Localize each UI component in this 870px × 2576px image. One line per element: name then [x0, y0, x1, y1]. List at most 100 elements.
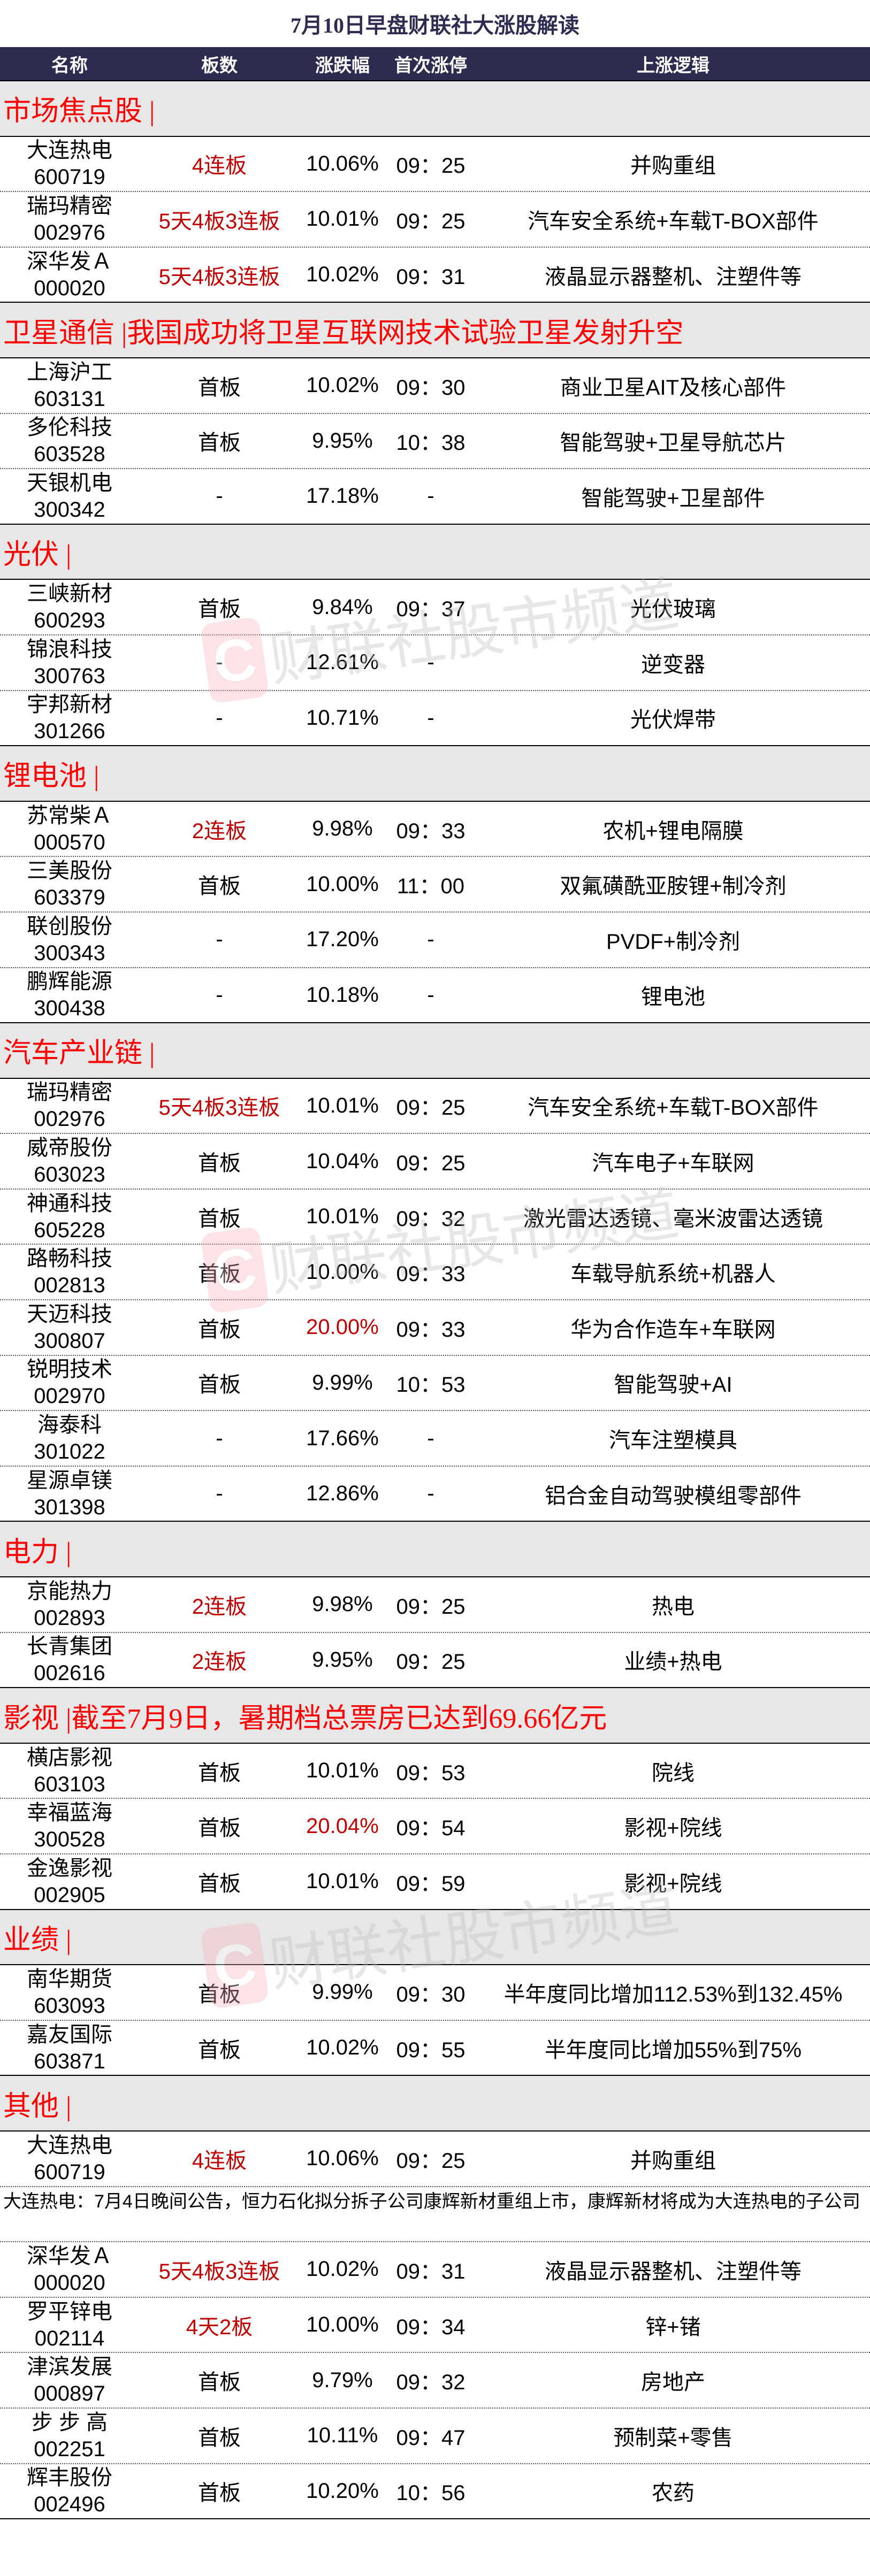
stock-code: 603131: [34, 387, 105, 411]
section-header: 汽车产业链 |: [0, 1023, 870, 1079]
board-count: -: [216, 484, 223, 508]
rise-logic: 农药: [652, 2481, 695, 2505]
stock-table: 市场焦点股 | 大连热电 600719 4连板 10.06% 09：25 并购重组 瑞玛精密 0…: [0, 81, 870, 2520]
board-count: 首板: [198, 1872, 241, 1896]
stock-name: 长青集团: [27, 1635, 112, 1659]
table-row: 大连热电 600719 4连板 10.06% 09：25 并购重组: [0, 137, 870, 193]
first-limit-time: 09：25: [396, 2149, 465, 2173]
stock-name-cell: 金逸影视 002905: [0, 1855, 139, 1908]
board-count: 4连板: [192, 154, 247, 178]
board-count: -: [216, 650, 223, 674]
stock-name: 瑞玛精密: [27, 194, 112, 218]
board-count: 4天2板: [186, 2315, 253, 2339]
rise-logic: 锌+锗: [645, 2315, 701, 2339]
stock-code: 002251: [34, 2437, 105, 2461]
board-count: 5天4板3连板: [158, 265, 280, 289]
change-percent: 9.84%: [312, 595, 373, 619]
first-limit-time: -: [427, 706, 434, 730]
stock-name: 天迈科技: [27, 1302, 112, 1326]
rise-logic: 光伏焊带: [630, 708, 716, 732]
change-percent: 20.00%: [306, 1315, 379, 1339]
section-header: 卫星通信 |我国成功将卫星互联网技术试验卫星发射升空: [0, 303, 870, 358]
stock-name: 金逸影视: [27, 1856, 112, 1880]
stock-name-cell: 天迈科技 300807: [0, 1301, 139, 1354]
change-percent: 10.00%: [306, 872, 379, 896]
stock-code: 603103: [34, 1772, 105, 1796]
stock-code: 002616: [34, 1661, 105, 1685]
stock-name-cell: 宇邦新材 301266: [0, 691, 139, 745]
rise-logic: 汽车安全系统+车载T-BOX部件: [528, 209, 819, 233]
stock-name: 神通科技: [27, 1191, 112, 1215]
table-row: 深华发Ａ 000020 5天4板3连板 10.02% 09：31 液晶显示器整机、注塑件等: [0, 248, 870, 303]
first-limit-time: 09：34: [396, 2315, 465, 2339]
change-percent: 10.06%: [306, 151, 379, 175]
change-percent: 10.18%: [306, 983, 379, 1007]
first-limit-time: 09：59: [396, 1872, 465, 1896]
first-limit-time: 11：00: [396, 875, 464, 899]
stock-name: 鹏辉能源: [27, 970, 112, 994]
first-limit-time: -: [427, 650, 434, 674]
column-header-name: 名称: [51, 55, 88, 76]
change-percent: 10.01%: [306, 1205, 379, 1229]
first-limit-time: 10：56: [396, 2481, 465, 2505]
board-count: 首板: [198, 2371, 241, 2395]
stock-name: 辉丰股份: [27, 2466, 112, 2490]
first-limit-time: 09：31: [396, 265, 465, 289]
stock-name-cell: 苏常柴Ａ 000570: [0, 802, 139, 856]
change-percent: 10.71%: [306, 706, 379, 730]
board-count: 首板: [198, 1982, 241, 2006]
change-percent: 10.01%: [306, 207, 379, 231]
board-count: 首板: [198, 875, 241, 899]
stock-name: 苏常柴Ａ: [27, 803, 112, 827]
first-limit-time: 09：32: [396, 1207, 465, 1231]
column-header-pct: 涨跌幅: [315, 55, 370, 76]
stock-code: 002496: [34, 2493, 105, 2517]
table-row: 津滨发展 000897 首板 9.79% 09：32 房地产: [0, 2353, 870, 2409]
stock-name: 大连热电: [27, 139, 112, 163]
stock-name: 宇邦新材: [27, 693, 112, 717]
change-percent: 10.00%: [306, 2313, 379, 2337]
board-count: 5天4板3连板: [158, 2259, 280, 2283]
change-percent: 10.01%: [306, 1093, 379, 1117]
stock-code: 002976: [34, 1107, 105, 1131]
first-limit-time: 09：25: [396, 209, 465, 233]
board-count: 5天4板3连板: [158, 1096, 280, 1120]
board-count: 首板: [198, 1262, 241, 1286]
change-percent: 10.02%: [306, 2257, 379, 2281]
change-percent: 10.02%: [306, 263, 379, 287]
rise-logic: 业绩+热电: [624, 1650, 722, 1674]
stock-name: 路畅科技: [27, 1247, 112, 1271]
rise-logic: 华为合作造车+车联网: [570, 1317, 776, 1341]
stock-name-cell: 瑞玛精密 002976: [0, 1079, 139, 1132]
stock-code: 002905: [34, 1883, 105, 1907]
stock-name: 嘉友国际: [27, 2022, 112, 2046]
stock-name: 联创股份: [27, 914, 112, 938]
stock-code: 002976: [34, 220, 105, 244]
first-limit-time: 09：25: [396, 1650, 465, 1674]
stock-name-cell: 三美股份 603379: [0, 857, 139, 911]
stock-name: 津滨发展: [27, 2355, 112, 2379]
board-count: 4连板: [192, 2149, 247, 2173]
first-limit-time: 09：33: [396, 819, 465, 843]
rise-logic: 汽车安全系统+车载T-BOX部件: [528, 1096, 819, 1120]
stock-code: 600293: [34, 609, 105, 633]
stock-name-cell: 上海沪工 603131: [0, 359, 139, 412]
first-limit-time: -: [427, 484, 434, 508]
change-percent: 9.99%: [312, 1370, 373, 1394]
rise-logic: 液晶显示器整机、注塑件等: [545, 2259, 802, 2283]
rise-logic: 锂电池: [641, 985, 705, 1009]
table-row: 上海沪工 603131 首板 10.02% 09：30 商业卫星AIT及核心部件: [0, 358, 870, 414]
board-count: -: [216, 706, 223, 730]
rise-logic: 农机+锂电隔膜: [602, 819, 744, 843]
rise-logic: 半年度同比增加55%到75%: [544, 2038, 802, 2062]
board-count: 5天4板3连板: [158, 209, 280, 233]
stock-name-cell: 横店影视 603103: [0, 1744, 139, 1798]
first-limit-time: 09：25: [396, 1594, 465, 1619]
stock-code: 002893: [34, 1606, 105, 1630]
stock-name: 多伦科技: [27, 416, 112, 440]
board-count: 首板: [198, 1207, 241, 1231]
first-limit-time: 09：47: [396, 2426, 465, 2450]
first-limit-time: 09：25: [396, 154, 465, 178]
stock-name: 上海沪工: [27, 360, 112, 384]
table-row: 宇邦新材 301266 - 10.71% - 光伏焊带: [0, 691, 870, 747]
